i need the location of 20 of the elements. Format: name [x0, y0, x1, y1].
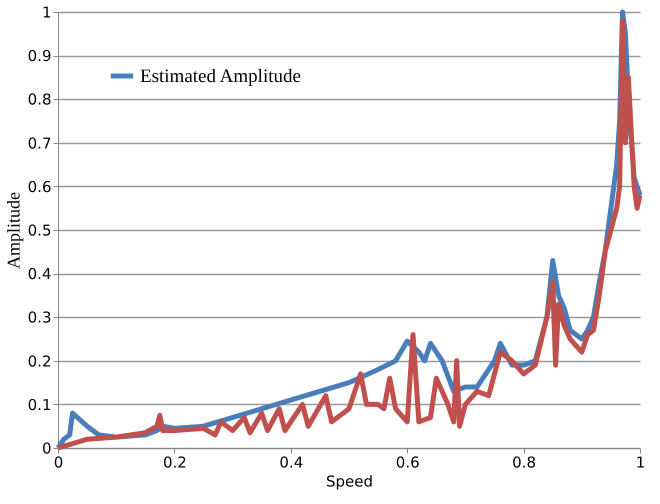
- y-tick-label: 0.2: [28, 352, 52, 370]
- y-tick-label: 0.5: [28, 222, 52, 240]
- x-tick-label: 0.8: [512, 454, 536, 472]
- x-tick-label: 0.4: [279, 454, 304, 472]
- x-tick-label: 1: [636, 454, 646, 472]
- x-tick-label: 0: [54, 454, 64, 472]
- y-tick-label: 0: [42, 440, 52, 458]
- y-tick-label: 0.9: [28, 47, 52, 66]
- y-tick-label: 0.1: [28, 396, 52, 414]
- y-tick-label: 0.7: [28, 134, 52, 152]
- legend-label: Estimated Amplitude: [140, 66, 301, 87]
- y-axis-title: Amplitude: [4, 192, 24, 269]
- y-tick-label: 0.6: [28, 178, 52, 196]
- y-tick-label: 0.4: [28, 265, 52, 284]
- y-tick-label: 0.3: [28, 308, 52, 327]
- x-axis-title: Speed: [326, 472, 374, 490]
- y-tick-label: 0.8: [28, 90, 52, 109]
- x-tick-label: 0.2: [162, 454, 187, 472]
- y-tick-label: 1: [42, 4, 52, 22]
- x-tick-label: 0.6: [396, 454, 420, 472]
